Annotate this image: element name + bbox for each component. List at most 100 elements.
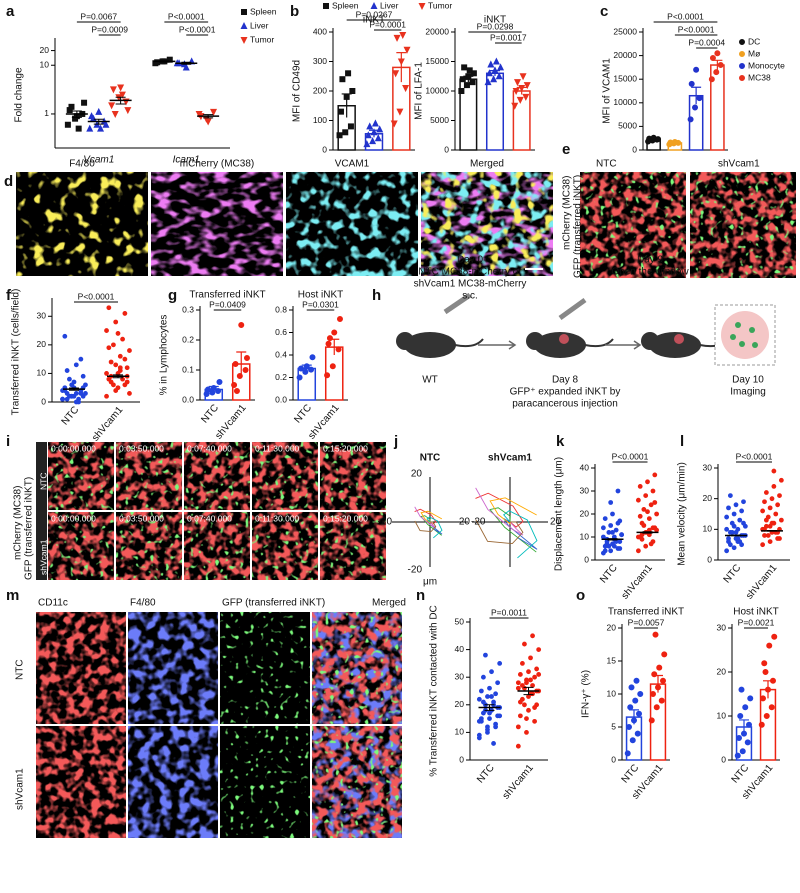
image-label: mCherry (MC38) [180, 159, 254, 170]
p-value: P<0.0001 [736, 451, 773, 461]
image-label: GFP (transferred iNKT) [222, 598, 325, 609]
point [515, 685, 521, 691]
y-tick-label: 30 [37, 311, 47, 321]
point [632, 697, 639, 704]
error-bar [69, 387, 79, 391]
point [773, 511, 779, 517]
point [735, 539, 741, 544]
point [345, 70, 352, 77]
point [476, 718, 482, 724]
point [60, 396, 65, 402]
error-bar [236, 351, 247, 376]
point [734, 752, 741, 759]
y-tick-label: 0 [41, 396, 46, 406]
point [73, 399, 79, 405]
point [366, 122, 374, 130]
point [231, 381, 238, 388]
y-tick-label: 20 [703, 493, 713, 503]
point [463, 82, 470, 89]
micrograph-channel [286, 172, 418, 276]
y-tick-label: 0 [632, 144, 637, 154]
point [659, 677, 666, 684]
schematic-text: s.c. [462, 291, 478, 302]
error-bar [607, 538, 618, 541]
point [524, 680, 529, 686]
point [523, 82, 531, 90]
point [767, 539, 773, 544]
point [522, 702, 527, 708]
point [526, 694, 531, 699]
point [519, 73, 527, 81]
point [654, 527, 660, 533]
y-tick-label: 20 [607, 622, 617, 632]
y-tick-label: 0.6 [275, 327, 287, 337]
point [240, 37, 248, 45]
timestamp: 0:03:50.000 [119, 443, 164, 453]
error-bar [181, 61, 192, 65]
point [769, 677, 776, 684]
point [635, 548, 641, 554]
point [205, 386, 212, 393]
point [495, 680, 501, 686]
micrograph-channel [184, 512, 250, 580]
image-label: CD11c [38, 598, 68, 609]
micrograph-channel [36, 612, 126, 724]
point [204, 118, 212, 126]
micrograph-channel [690, 172, 796, 278]
error-bar [767, 530, 777, 532]
x-tick-label: Vcam1 [83, 155, 114, 166]
point [485, 694, 490, 699]
point [117, 353, 123, 359]
tumor [559, 334, 569, 344]
point [298, 365, 305, 372]
point [374, 134, 382, 142]
micrograph-channel [16, 172, 148, 276]
point [517, 713, 523, 719]
point [104, 328, 109, 333]
track [426, 516, 443, 539]
x-tick-label: NTC [722, 563, 744, 586]
point [762, 499, 767, 505]
point [390, 120, 398, 128]
point [83, 391, 88, 396]
image-label: VCAM1 [335, 159, 370, 170]
track-title: shVcam1 [488, 453, 532, 464]
p-value: P<0.0001 [168, 11, 205, 21]
point [489, 669, 494, 675]
point [343, 93, 350, 100]
point [741, 520, 746, 526]
images [16, 172, 796, 838]
y-tick-label: 30 [580, 485, 590, 495]
point [296, 374, 303, 381]
scale-bar [525, 268, 543, 270]
point [512, 88, 520, 96]
point [81, 99, 88, 106]
point [113, 319, 119, 325]
point [127, 391, 132, 396]
point [481, 674, 486, 680]
syringe [443, 292, 472, 315]
channel-label: mCherry (MC38) [13, 486, 24, 560]
point [86, 124, 94, 132]
y-tick-label: 0.4 [275, 349, 287, 359]
p-value: P<0.0001 [612, 451, 649, 461]
point [536, 672, 542, 677]
point [233, 387, 240, 394]
point [458, 88, 465, 95]
point [238, 321, 245, 328]
error-bar [523, 686, 534, 696]
error-bar [115, 96, 126, 105]
point [397, 58, 405, 66]
point [737, 517, 743, 523]
point [530, 633, 535, 639]
mouse-tail [584, 338, 614, 348]
point [765, 533, 771, 538]
error-bar [71, 110, 82, 118]
point [617, 546, 623, 551]
point [336, 132, 343, 139]
mouse-head [526, 332, 544, 350]
point [650, 488, 656, 494]
image-label: Merged [470, 159, 504, 170]
legend-label: MC38 [748, 72, 771, 82]
arrow [478, 340, 517, 350]
